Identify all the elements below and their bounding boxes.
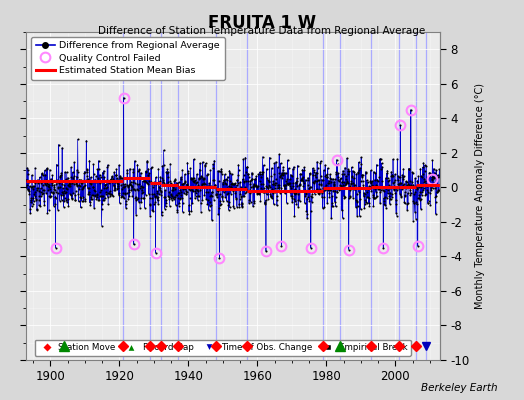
Legend: Station Move, Record Gap, Time of Obs. Change, Empirical Break: Station Move, Record Gap, Time of Obs. C… [35, 340, 411, 356]
Text: Difference of Station Temperature Data from Regional Average: Difference of Station Temperature Data f… [99, 26, 425, 36]
Text: FRUITA 1 W: FRUITA 1 W [208, 14, 316, 32]
Y-axis label: Monthly Temperature Anomaly Difference (°C): Monthly Temperature Anomaly Difference (… [475, 83, 485, 309]
Text: Berkeley Earth: Berkeley Earth [421, 383, 498, 393]
